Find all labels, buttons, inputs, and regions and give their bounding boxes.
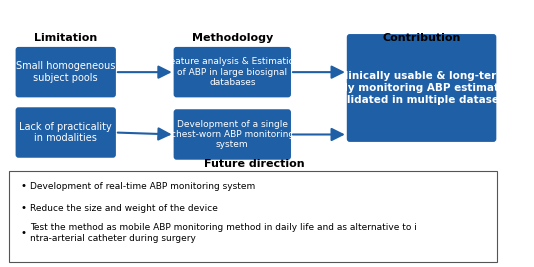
FancyBboxPatch shape [9,171,497,262]
Text: Development of a single
chest-worn ABP monitoring
system: Development of a single chest-worn ABP m… [171,120,294,150]
FancyBboxPatch shape [174,47,291,97]
Text: Lack of practicality
in modalities: Lack of practicality in modalities [19,122,112,143]
FancyBboxPatch shape [15,107,116,158]
FancyBboxPatch shape [15,47,116,97]
Text: Reduce the size and weight of the device: Reduce the size and weight of the device [30,204,218,213]
Text: Development of real-time ABP monitoring system: Development of real-time ABP monitoring … [30,182,255,191]
Text: •: • [20,228,26,238]
Text: Limitation: Limitation [34,33,97,43]
Text: Methodology: Methodology [192,33,273,43]
Text: Future direction: Future direction [204,159,304,169]
Text: Test the method as mobile ABP monitoring method in daily life and as alternative: Test the method as mobile ABP monitoring… [30,223,417,243]
Text: Small homogeneous
subject pools: Small homogeneous subject pools [16,61,115,83]
Text: •: • [20,182,26,191]
FancyBboxPatch shape [347,34,496,142]
Text: Contribution: Contribution [382,33,461,43]
Text: Feature analysis & Estimation
of ABP in large biosignal
databases: Feature analysis & Estimation of ABP in … [165,57,300,87]
Text: Clinically usable & long-term
daily monitoring ABP estimation
validated in multi: Clinically usable & long-term daily moni… [326,71,517,105]
FancyBboxPatch shape [174,109,291,160]
Text: •: • [20,203,26,213]
